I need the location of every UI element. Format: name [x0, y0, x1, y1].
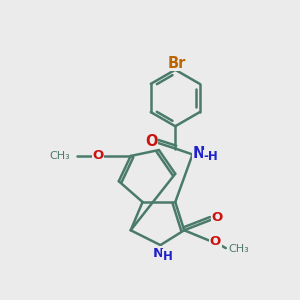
- Text: O: O: [210, 235, 221, 248]
- Text: O: O: [211, 211, 223, 224]
- Text: N: N: [152, 247, 164, 260]
- Text: CH₃: CH₃: [49, 151, 70, 161]
- Text: O: O: [92, 149, 104, 162]
- Text: N: N: [193, 146, 205, 161]
- Text: Br: Br: [168, 56, 186, 71]
- Text: H: H: [163, 250, 173, 263]
- Text: -H: -H: [204, 150, 218, 163]
- Text: CH₃: CH₃: [228, 244, 249, 254]
- Text: O: O: [145, 134, 158, 148]
